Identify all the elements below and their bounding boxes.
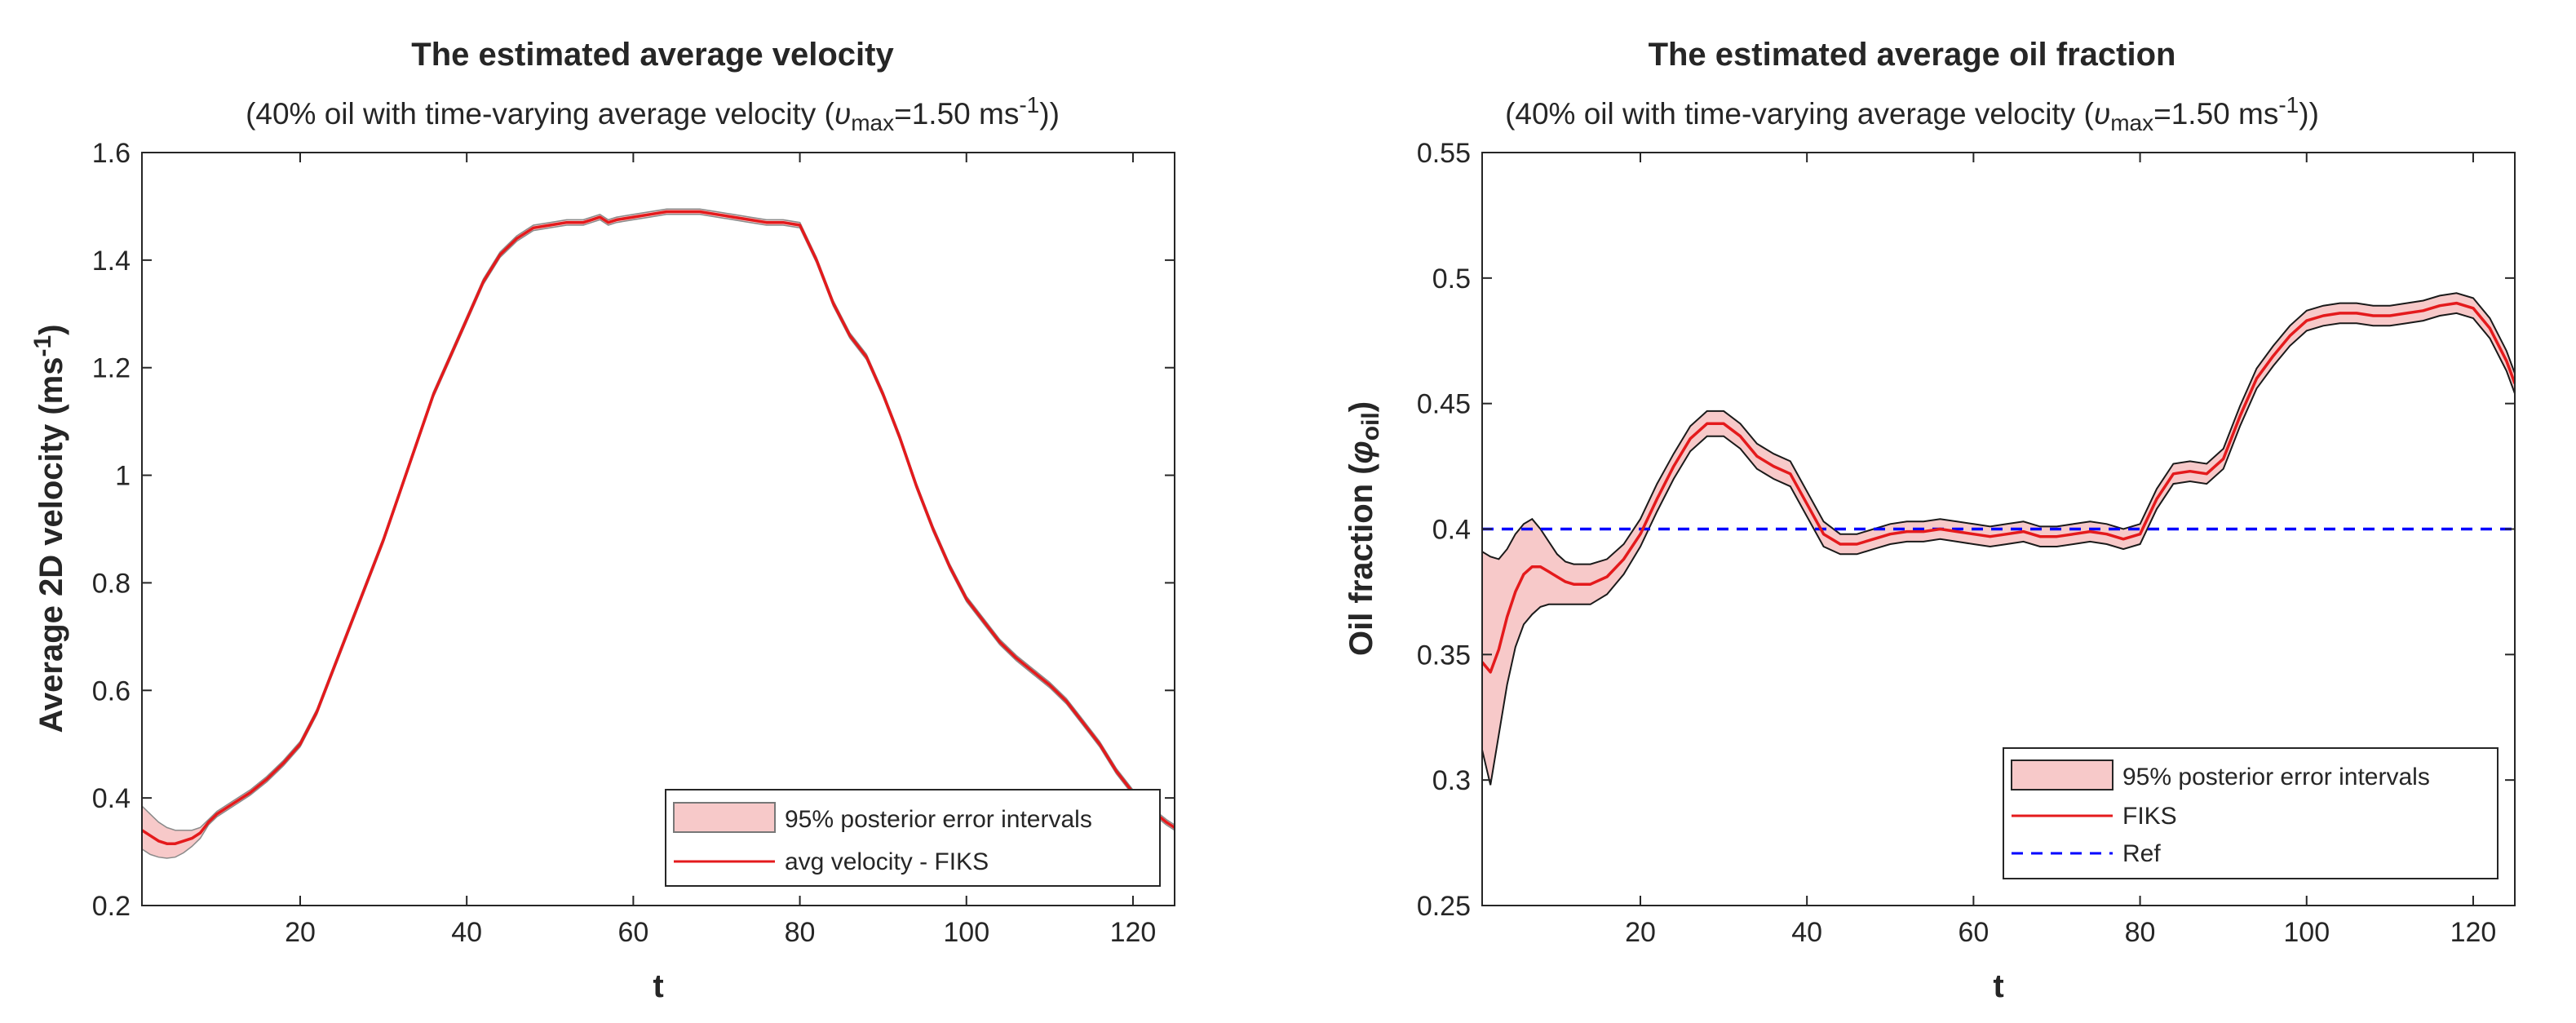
subtitle-suffix: )) <box>1039 97 1060 131</box>
velocity-error-band-lower-edge <box>142 214 1175 859</box>
oil-legend: 95% posterior error intervals FIKS Ref <box>2003 747 2499 879</box>
subtitle-var-sub: max <box>2110 110 2153 135</box>
ylabel-var-sub: oil <box>1357 412 1384 441</box>
velocity-chart: The estimated average velocity (40% oil … <box>29 37 1175 1004</box>
velocity-ytick-label: 0.6 <box>92 675 131 706</box>
oil-xtick-label: 120 <box>2450 917 2497 948</box>
oil-ytick-label: 0.25 <box>1417 891 1471 922</box>
subtitle-suffix: )) <box>2299 97 2319 131</box>
oil-x-axis-label: t <box>1993 968 2003 1004</box>
subtitle-var-sub: max <box>851 110 894 135</box>
subtitle-prefix: (40% oil with time-varying average veloc… <box>246 97 834 131</box>
velocity-xtick-label: 100 <box>943 917 989 948</box>
oil-ytick-label: 0.5 <box>1432 264 1471 294</box>
velocity-chart-title: The estimated average velocity <box>411 37 894 73</box>
subtitle-middle: =1.50 ms <box>894 97 1019 131</box>
velocity-ytick-label: 1.2 <box>92 353 131 384</box>
oil-legend-swatch-interval <box>2011 760 2113 790</box>
oil-fiks-line <box>1482 301 2515 674</box>
oil-ytick-label: 0.45 <box>1417 389 1471 420</box>
oil-y-axis-label: Oil fraction (φoil) <box>1343 401 1384 656</box>
oil-axes-box <box>1481 152 2516 906</box>
velocity-ytick-label: 1.6 <box>92 138 131 169</box>
velocity-ytick-label: 0.2 <box>92 891 131 922</box>
ylabel-end: ) <box>1343 401 1379 412</box>
oil-error-band-upper-edge <box>1482 292 2515 565</box>
subtitle-middle: =1.50 ms <box>2153 97 2278 131</box>
oil-xtick-label: 80 <box>2125 917 2156 948</box>
velocity-axis-ticks: 20 40 60 80 100 120 0.2 0.4 0.6 0.8 1 1.2 1.4 1.6 <box>92 138 1175 948</box>
velocity-x-axis-label: t <box>653 968 663 1004</box>
oil-legend-label-ref: Ref <box>2122 840 2161 867</box>
oil-ytick-label: 0.4 <box>1432 515 1471 546</box>
oil-axis-ticks: 20 40 60 80 100 120 0.25 0.3 0.35 0.4 0.45 0.5 0.55 <box>1417 138 2515 948</box>
ylabel-end: ) <box>33 325 69 335</box>
velocity-ytick-label: 1 <box>115 461 131 492</box>
oil-ytick-label: 0.3 <box>1432 765 1471 796</box>
velocity-xtick-label: 60 <box>617 917 648 948</box>
velocity-xtick-label: 80 <box>785 917 816 948</box>
subtitle-prefix: (40% oil with time-varying average veloc… <box>1505 97 2094 131</box>
oil-chart-subtitle: (40% oil with time-varying average veloc… <box>1505 92 2319 135</box>
ylabel-main: Average 2D velocity (ms <box>33 357 69 733</box>
oil-fraction-chart: The estimated average oil fraction (40% … <box>1343 37 2516 1004</box>
velocity-xtick-label: 120 <box>1110 917 1157 948</box>
oil-legend-label-interval: 95% posterior error intervals <box>2122 764 2430 790</box>
velocity-legend-label-fiks: avg velocity - FIKS <box>785 848 989 875</box>
velocity-legend-swatch-interval <box>673 802 776 833</box>
velocity-fiks-line <box>142 210 1175 845</box>
oil-xtick-label: 100 <box>2283 917 2330 948</box>
ylabel-exp: -1 <box>29 335 56 357</box>
velocity-y-axis-label: Average 2D velocity (ms-1) <box>29 325 69 733</box>
oil-plot-area <box>1482 292 2515 786</box>
oil-chart-title: The estimated average oil fraction <box>1649 37 2176 73</box>
velocity-legend-label-interval: 95% posterior error intervals <box>785 806 1092 833</box>
velocity-axes-box <box>141 152 1175 906</box>
subtitle-var: υ <box>2094 97 2110 131</box>
velocity-legend: 95% posterior error intervals avg veloci… <box>665 789 1161 887</box>
subtitle-exp: -1 <box>2278 92 2299 117</box>
oil-xtick-label: 60 <box>1958 917 1989 948</box>
oil-legend-label-fiks: FIKS <box>2122 803 2177 830</box>
velocity-ytick-label: 0.8 <box>92 568 131 599</box>
oil-ytick-label: 0.35 <box>1417 640 1471 671</box>
ylabel-var: φ <box>1343 441 1379 463</box>
velocity-error-band-upper-edge <box>142 208 1175 831</box>
oil-xtick-label: 40 <box>1791 917 1822 948</box>
oil-error-band <box>1482 293 2515 786</box>
velocity-ytick-label: 1.4 <box>92 246 131 277</box>
velocity-xtick-label: 20 <box>285 917 316 948</box>
velocity-xtick-label: 40 <box>451 917 482 948</box>
ylabel-main: Oil fraction ( <box>1343 463 1379 656</box>
velocity-plot-area <box>142 208 1175 859</box>
oil-error-band-lower-edge <box>1482 312 2515 786</box>
subtitle-var: υ <box>834 97 851 131</box>
oil-xtick-label: 20 <box>1625 917 1656 948</box>
velocity-chart-subtitle: (40% oil with time-varying average veloc… <box>246 92 1060 135</box>
velocity-ytick-label: 0.4 <box>92 783 131 814</box>
oil-ytick-label: 0.55 <box>1417 138 1471 169</box>
subtitle-exp: -1 <box>1019 92 1039 117</box>
